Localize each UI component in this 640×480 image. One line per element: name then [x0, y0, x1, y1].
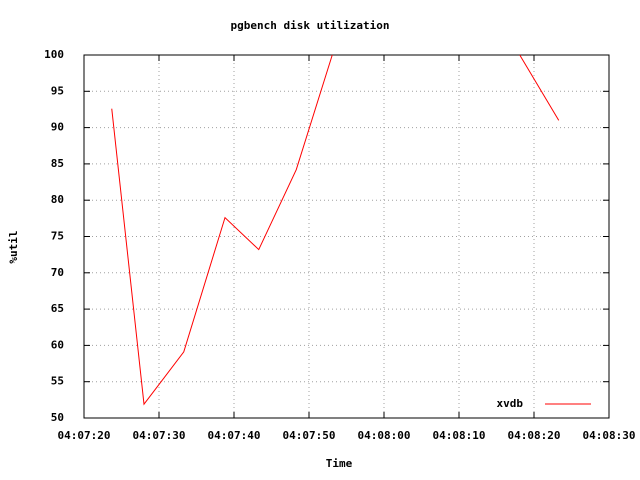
data-line [111, 54, 560, 406]
legend-label: xvdb [497, 397, 524, 410]
y-tick-label: 65 [51, 302, 64, 315]
y-tick-label: 100 [44, 48, 64, 61]
y-tick-label: 70 [51, 266, 64, 279]
y-tick-label: 95 [51, 84, 64, 97]
x-tick-label: 04:07:20 [58, 429, 111, 442]
y-axis-label: %util [7, 230, 20, 263]
y-tick-label: 50 [51, 411, 64, 424]
y-tick-label: 60 [51, 338, 64, 351]
x-tick-label: 04:08:20 [508, 429, 561, 442]
chart-title: pgbench disk utilization [231, 19, 390, 32]
y-tick-label: 90 [51, 121, 64, 134]
x-tick-label: 04:08:00 [358, 429, 411, 442]
x-axis-label: Time [326, 457, 353, 470]
x-tick-label: 04:08:30 [583, 429, 636, 442]
plot-border [83, 54, 610, 419]
x-tick-label: 04:07:50 [283, 429, 336, 442]
x-tick-label: 04:07:40 [208, 429, 261, 442]
y-tick-label: 75 [51, 230, 64, 243]
y-tick-label: 85 [51, 157, 64, 170]
x-tick-label: 04:08:10 [433, 429, 486, 442]
x-tick-label: 04:07:30 [133, 429, 186, 442]
y-tick-label: 55 [51, 375, 64, 388]
y-tick-label: 80 [51, 193, 64, 206]
